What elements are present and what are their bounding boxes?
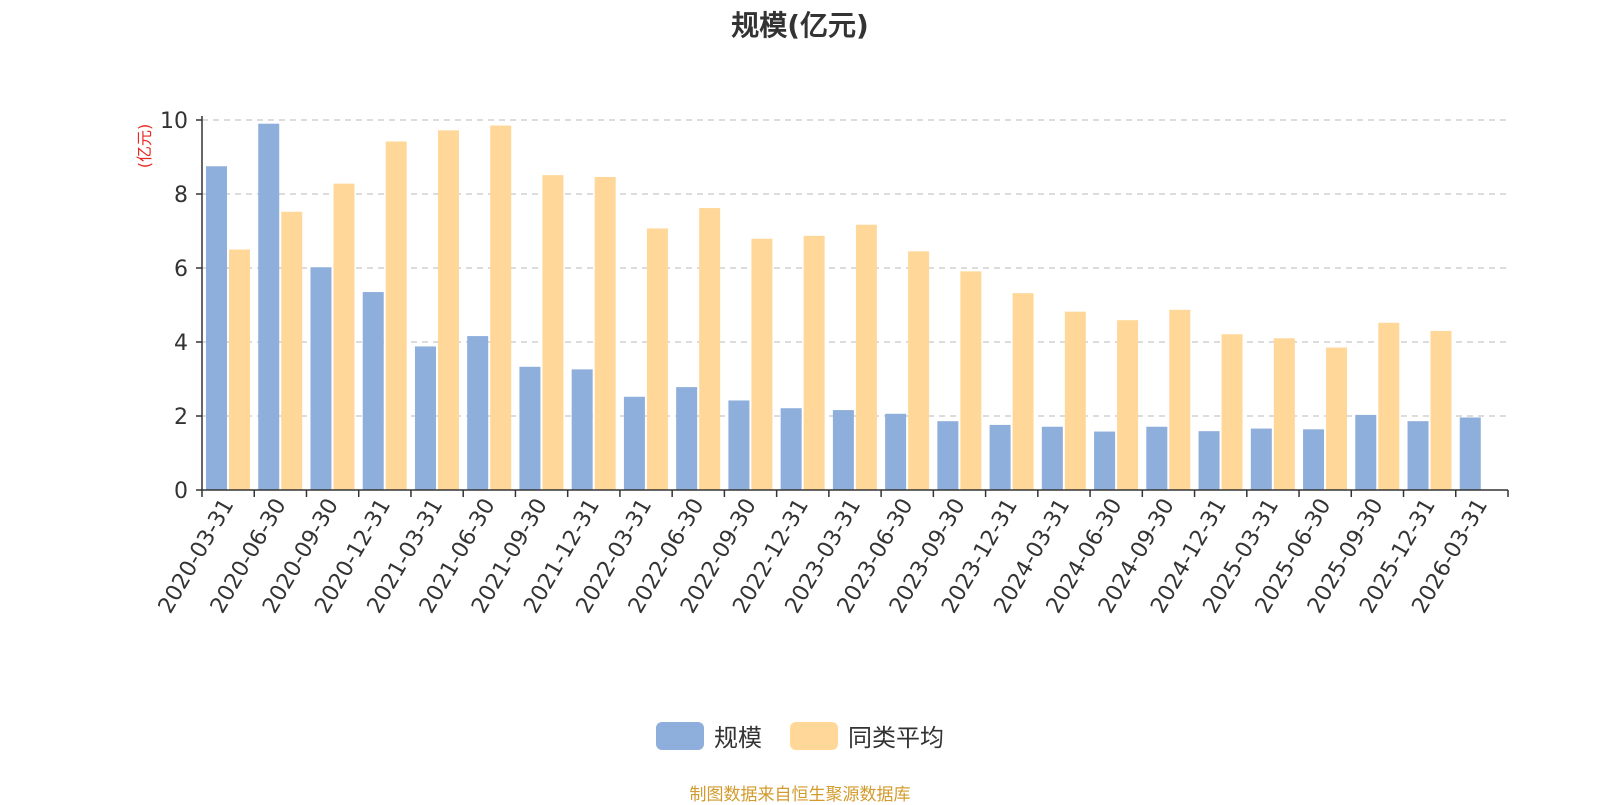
bar-peer-avg-2024-03-31 bbox=[1064, 311, 1086, 490]
legend: 规模 同类平均 bbox=[0, 718, 1600, 753]
bar-peer-avg-2024-09-30 bbox=[1169, 309, 1191, 490]
bar-scale-2024-06-30 bbox=[1094, 431, 1116, 490]
bar-scale-2020-12-31 bbox=[362, 292, 384, 490]
y-tick-label: 0 bbox=[174, 479, 188, 504]
bar-scale-2022-03-31 bbox=[623, 396, 645, 490]
bar-scale-2023-06-30 bbox=[885, 413, 907, 490]
bar-scale-2024-09-30 bbox=[1146, 426, 1168, 490]
chart-title: 规模(亿元) bbox=[731, 9, 869, 42]
legend-label-series-1: 同类平均 bbox=[848, 724, 944, 752]
bar-peer-avg-2020-12-31 bbox=[385, 141, 407, 490]
bar-peer-avg-2020-03-31 bbox=[229, 249, 250, 490]
bar-scale-2022-09-30 bbox=[728, 400, 750, 490]
bar-peer-avg-2022-09-30 bbox=[751, 238, 773, 490]
bar-scale-2025-03-31 bbox=[1250, 428, 1272, 490]
bar-peer-avg-2023-12-31 bbox=[1012, 293, 1034, 490]
bar-peer-avg-2022-03-31 bbox=[646, 228, 668, 490]
bar-peer-avg-2020-06-30 bbox=[281, 211, 303, 490]
bar-peer-avg-2025-12-31 bbox=[1430, 330, 1452, 490]
legend-label-series-0: 规模 bbox=[714, 724, 762, 752]
bar-scale-2020-03-31 bbox=[206, 166, 227, 490]
bar-scale-2023-12-31 bbox=[989, 424, 1011, 490]
bar-peer-avg-2021-09-30 bbox=[542, 175, 564, 490]
bar-peer-avg-2021-12-31 bbox=[594, 176, 616, 491]
bar-peer-avg-2020-09-30 bbox=[333, 183, 355, 490]
bar-scale-2026-03-31 bbox=[1459, 417, 1481, 490]
bar-scale-2020-06-30 bbox=[258, 123, 280, 490]
y-axis-label: (亿元) bbox=[135, 124, 154, 169]
bar-scale-2021-06-30 bbox=[467, 336, 489, 490]
bar-scale-2021-03-31 bbox=[414, 346, 436, 490]
bar-scale-2021-09-30 bbox=[519, 366, 541, 490]
bar-peer-avg-2024-06-30 bbox=[1117, 320, 1139, 490]
bar-scale-2022-06-30 bbox=[676, 387, 698, 490]
legend-swatch-series-0 bbox=[656, 721, 704, 750]
bar-peer-avg-2025-03-31 bbox=[1273, 338, 1295, 490]
source-note: 制图数据来自恒生聚源数据库 bbox=[689, 785, 911, 805]
bar-scale-2021-12-31 bbox=[571, 369, 593, 490]
bar-peer-avg-2022-06-30 bbox=[699, 208, 721, 490]
bar-scale-2025-09-30 bbox=[1355, 414, 1377, 490]
bar-peer-avg-2023-09-30 bbox=[960, 271, 982, 490]
bar-peer-avg-2023-06-30 bbox=[908, 251, 930, 490]
bar-scale-2024-03-31 bbox=[1041, 426, 1063, 490]
legend-item-series-0[interactable]: 规模 bbox=[656, 718, 762, 753]
y-tick-label: 10 bbox=[160, 109, 188, 134]
legend-item-series-1[interactable]: 同类平均 bbox=[790, 718, 944, 753]
bar-peer-avg-2024-12-31 bbox=[1221, 334, 1243, 490]
bar-peer-avg-2021-03-31 bbox=[437, 130, 459, 491]
y-tick-label: 8 bbox=[174, 183, 188, 208]
bar-peer-avg-2022-12-31 bbox=[803, 235, 825, 490]
bar-scale-2025-12-31 bbox=[1407, 421, 1429, 490]
bar-scale-2023-03-31 bbox=[832, 410, 854, 490]
bar-peer-avg-2025-06-30 bbox=[1326, 347, 1348, 490]
bar-scale-2022-12-31 bbox=[780, 408, 802, 490]
y-tick-label: 6 bbox=[174, 257, 188, 282]
bar-peer-avg-2023-03-31 bbox=[855, 224, 877, 490]
bar-scale-2020-09-30 bbox=[310, 267, 332, 490]
bar-scale-2025-06-30 bbox=[1303, 429, 1325, 490]
bar-scale-2024-12-31 bbox=[1198, 431, 1220, 490]
bar-peer-avg-2025-09-30 bbox=[1378, 322, 1400, 490]
bar-scale-2023-09-30 bbox=[937, 421, 959, 490]
legend-swatch-series-1 bbox=[790, 721, 838, 750]
y-tick-label: 2 bbox=[174, 405, 188, 430]
y-tick-label: 4 bbox=[174, 331, 188, 356]
bar-peer-avg-2021-06-30 bbox=[490, 125, 512, 491]
